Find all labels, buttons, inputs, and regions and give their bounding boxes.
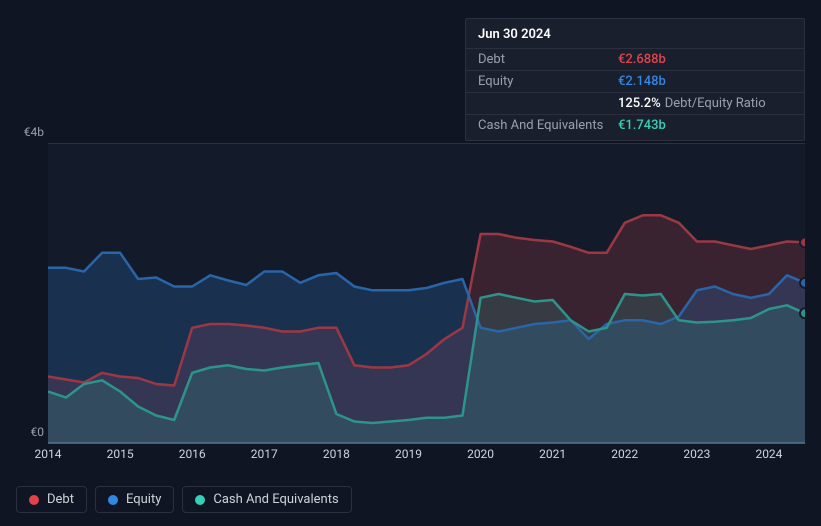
legend-dot-icon (108, 495, 118, 505)
tooltip-date: Jun 30 2024 (466, 23, 804, 48)
debt-equity-chart: €4b €0 2014 2015 2016 2017 2018 2019 2020 2021 2… (16, 125, 805, 465)
legend-dot-icon (195, 495, 205, 505)
legend-label: Equity (126, 492, 161, 507)
chart-tooltip: Jun 30 2024 Debt€2.688bEquity€2.148b125.… (465, 18, 805, 141)
x-axis-tick: 2015 (107, 447, 134, 461)
x-axis-tick: 2021 (539, 447, 566, 461)
x-axis-tick: 2019 (395, 447, 422, 461)
x-axis-tick: 2024 (755, 447, 782, 461)
x-axis-tick: 2018 (323, 447, 350, 461)
x-axis-tick: 2023 (683, 447, 710, 461)
chart-legend: Debt Equity Cash And Equivalents (16, 486, 352, 513)
legend-item[interactable]: Debt (16, 486, 87, 513)
x-axis: 2014201520162017201820192020202120222023… (48, 447, 805, 467)
tooltip-extra: Debt/Equity Ratio (665, 96, 766, 111)
tooltip-label: Equity (478, 74, 618, 89)
legend-item[interactable]: Cash And Equivalents (182, 486, 351, 513)
tooltip-value: 125.2% (618, 96, 661, 111)
plot-background (48, 144, 805, 442)
x-axis-tick: 2017 (251, 447, 278, 461)
x-axis-tick: 2020 (467, 447, 494, 461)
y-axis-label-top: €4b (16, 125, 44, 139)
tooltip-label: Debt (478, 52, 618, 67)
tooltip-value: €2.688b (618, 52, 666, 67)
plot-area[interactable] (48, 143, 805, 443)
y-axis-label-bottom: €0 (16, 425, 44, 439)
x-axis-tick: 2022 (611, 447, 638, 461)
legend-label: Cash And Equivalents (213, 492, 338, 507)
x-axis-tick: 2014 (35, 447, 62, 461)
legend-label: Debt (47, 492, 74, 507)
legend-dot-icon (29, 495, 39, 505)
tooltip-value: €2.148b (618, 74, 666, 89)
tooltip-label: Cash And Equivalents (478, 118, 618, 133)
tooltip-value: €1.743b (618, 118, 666, 133)
legend-item[interactable]: Equity (95, 486, 174, 513)
tooltip-row: Cash And Equivalents€1.743b (466, 114, 804, 136)
tooltip-row: 125.2% Debt/Equity Ratio (466, 92, 804, 114)
tooltip-row: Equity€2.148b (466, 70, 804, 92)
tooltip-row: Debt€2.688b (466, 48, 804, 70)
x-axis-tick: 2016 (179, 447, 206, 461)
